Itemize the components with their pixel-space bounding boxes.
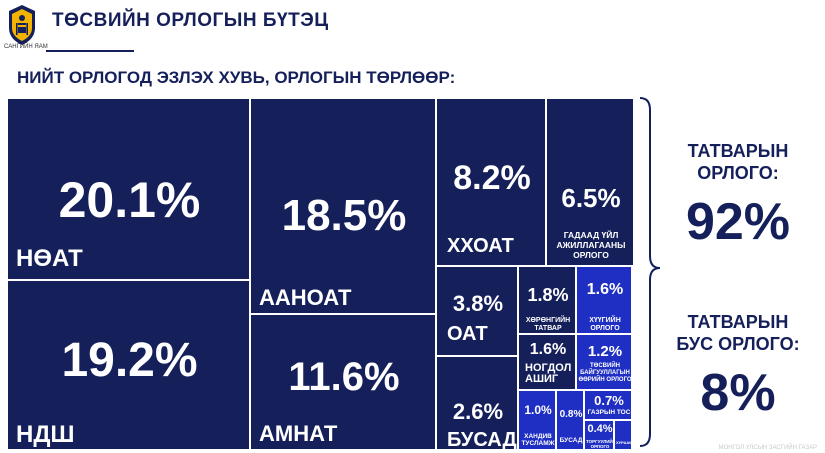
treemap-tile: 0.4% ТОРГУУЛИЙН ОРЛОГО	[584, 420, 614, 450]
tile-value-label: 1.0%	[524, 403, 552, 417]
treemap-tile: 20.1% НӨАТ	[7, 98, 250, 280]
tile-value-label: 20.1%	[58, 172, 201, 228]
treemap-tile: ХУРААМЖ	[614, 420, 632, 450]
treemap-tile: 8.2% ХХОАТ	[436, 98, 546, 266]
treemap-tile: 3.8% ОАТ	[436, 266, 518, 356]
tile-category-label: ААНОАТ	[259, 285, 352, 310]
tile-category-label: ТОРГУУЛИЙН ОРЛОГО	[586, 439, 614, 450]
tile-value-label: 19.2%	[61, 334, 198, 387]
tile-category-label: ХАНДИВ ТУСЛАМЖ	[521, 433, 555, 448]
tile-value-label: 3.8%	[452, 291, 504, 316]
treemap-tile: 1.6% ХҮҮГИЙН ОРЛОГО	[576, 266, 632, 334]
footer-watermark: МОНГОЛ УЛСЫН ЗАСГИЙН ГАЗАР	[718, 445, 817, 451]
tile-category-label: НДШ	[16, 421, 75, 448]
tile-value-label: 2.6%	[452, 399, 504, 424]
government-emblem-icon	[9, 5, 35, 45]
tile-value-label: 0.8%	[559, 409, 583, 420]
tile-category-label: БУСАД	[559, 437, 583, 444]
nontax-revenue-value: 8%	[700, 364, 776, 422]
tile-category-label: ГАЗРЫН ТОС	[587, 409, 631, 416]
treemap-tile: 1.2% ТӨСВИЙН БАЙГУУЛЛАГЫН ӨӨРИЙН ОРЛОГО	[576, 334, 632, 390]
chart-subtitle: НИЙТ ОРЛОГОД ЭЗЛЭХ ХУВЬ, ОРЛОГЫН ТӨРЛӨӨР…	[17, 68, 456, 87]
tile-value-label: 0.4%	[587, 423, 613, 435]
treemap-tile: 18.5% ААНОАТ	[250, 98, 436, 314]
tile-category-label: ХУРААМЖ	[616, 440, 631, 445]
treemap-tile: 2.6% БУСАД	[436, 356, 518, 450]
tile-value-label: 18.5%	[281, 191, 407, 240]
treemap-tile: 0.8% БУСАД	[556, 390, 584, 450]
tile-category-label: АМНАТ	[259, 421, 338, 446]
title-underline	[46, 50, 134, 52]
treemap-tile: 1.6% НОГДОЛ АШИГ	[518, 334, 576, 390]
tax-revenue-label: ТАТВАРЫН ОРЛОГО:	[687, 141, 789, 183]
tax-revenue-value: 92%	[685, 193, 791, 251]
treemap-tile: 19.2% НДШ	[7, 280, 250, 450]
ministry-name: САНГИЙН ЯАМ	[4, 44, 48, 50]
tile-category-label: ГАДААД ҮЙЛ АЖИЛЛАГААНЫ ОРЛОГО	[556, 230, 626, 260]
tile-value-label: 1.6%	[529, 341, 567, 358]
tile-category-label: НОГДОЛ АШИГ	[525, 362, 572, 385]
tile-value-label: 0.7%	[594, 393, 624, 408]
tile-value-label: 6.5%	[561, 183, 621, 213]
tile-value-label: 1.2%	[587, 343, 623, 360]
page-title: ТӨСВИЙН ОРЛОГЫН БҮТЭЦ	[52, 10, 329, 31]
tile-value-label: 11.6%	[288, 355, 400, 399]
treemap-tile: 0.7% ГАЗРЫН ТОС	[584, 390, 632, 420]
tile-category-label: ОАТ	[447, 323, 488, 345]
tile-category-label: НӨАТ	[16, 245, 83, 272]
tile-value-label: 1.8%	[527, 285, 569, 305]
treemap-tile: 11.6% АМНАТ	[250, 314, 436, 450]
tile-category-label: ХҮҮГИЙН ОРЛОГО	[589, 317, 621, 333]
tile-category-label: ХӨРӨНГИЙН ТАТВАР	[525, 317, 571, 333]
tile-value-label: 1.6%	[586, 281, 624, 298]
tile-category-label: ХХОАТ	[447, 235, 514, 257]
nontax-revenue-label: ТАТВАРЫН БУС ОРЛОГО:	[676, 312, 800, 354]
treemap-tile: 1.8% ХӨРӨНГИЙН ТАТВАР	[518, 266, 576, 334]
tile-value-label: 8.2%	[453, 159, 531, 197]
tile-category-label: БУСАД	[447, 429, 517, 450]
treemap-tile: 6.5% ГАДААД ҮЙЛ АЖИЛЛАГААНЫ ОРЛОГО	[546, 98, 634, 266]
tile-category-label: ТӨСВИЙН БАЙГУУЛЛАГЫН ӨӨРИЙН ОРЛОГО	[578, 363, 632, 383]
group-brace-icon	[639, 97, 661, 447]
treemap-tile: 1.0% ХАНДИВ ТУСЛАМЖ	[518, 390, 556, 450]
